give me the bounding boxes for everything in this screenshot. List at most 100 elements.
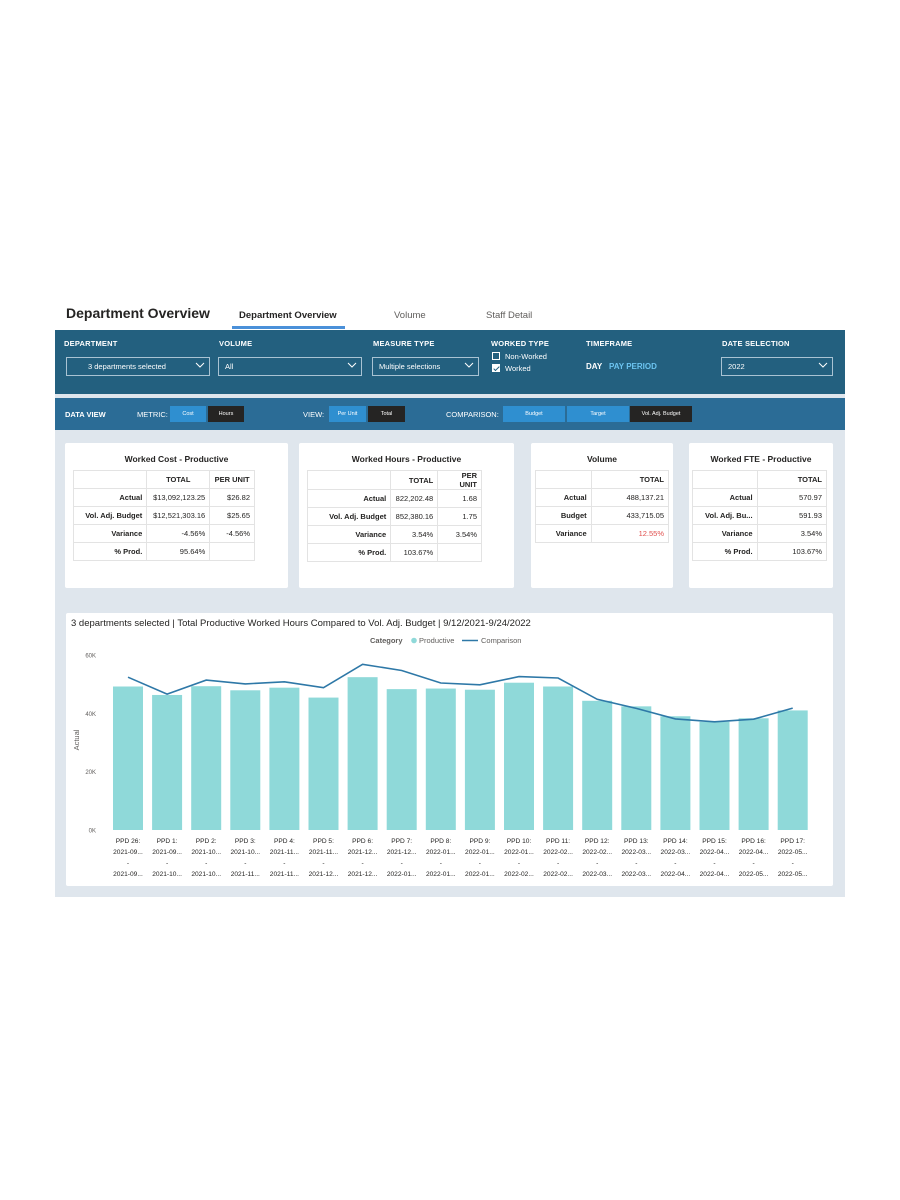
chart-title: 3 departments selected | Total Productiv… [71,618,531,629]
bar-productive[interactable] [308,697,339,830]
table-row: Variance 12.55% [535,524,670,543]
row-label: Vol. Adj. Budget [72,506,148,525]
bar-productive[interactable] [425,688,456,830]
x-tick-label: - [205,860,207,867]
table-cell: 3.54% [756,524,828,543]
x-tick-label: 2021-09... [152,849,182,856]
checkbox-checked-icon [492,364,500,372]
bar-productive[interactable] [269,687,300,830]
bar-productive[interactable] [347,677,378,830]
row-label: Actual [72,488,148,507]
x-tick-label: PPD 13: [624,838,649,845]
x-tick-label: 2022-04... [739,849,769,856]
non-worked-checkbox[interactable]: Non-Worked [492,352,547,361]
date-selection-dropdown[interactable]: 2022 [721,357,833,376]
legend-comparison-label[interactable]: Comparison [481,636,521,645]
measure-type-dropdown[interactable]: Multiple selections [372,357,479,376]
bar-productive[interactable] [777,710,808,830]
report-header: Department Overview Department Overview … [55,296,845,330]
table-cell: 95.64% [146,542,211,561]
x-tick-label: PPD 10: [507,838,532,845]
table-cell: 433,715.05 [590,506,670,525]
comparison-vol-adj-budget-button[interactable]: Vol. Adj. Budget [630,406,692,422]
row-label: Variance [306,525,392,544]
chevron-down-icon [464,362,474,368]
tab-staff-detail[interactable]: Staff Detail [486,310,533,321]
table-row: % Prod. 95.64% [72,542,255,561]
filter-bar: DEPARTMENT 3 departments selected VOLUME… [55,330,845,394]
timeframe-day-option[interactable]: DAY [586,362,603,371]
header-cell: TOTAL [146,470,211,489]
bar-productive[interactable] [152,694,183,830]
table-cell: -4.56% [209,524,255,543]
bar-productive[interactable] [504,682,534,830]
volume-dropdown[interactable]: All [218,357,362,376]
x-tick-label: 2022-04... [661,871,691,878]
legend-productive-label[interactable]: Productive [419,636,454,645]
bar-productive[interactable] [230,690,261,830]
view-total-button[interactable]: Total [368,406,405,422]
x-tick-label: - [440,860,442,867]
x-tick-label: 2022-02... [543,849,573,856]
metric-cost-button[interactable]: Cost [170,406,206,422]
tab-volume[interactable]: Volume [394,310,426,321]
bar-productive[interactable] [543,686,574,831]
x-tick-label: 2021-11... [270,849,299,856]
department-filter-label: DEPARTMENT [64,339,118,348]
x-tick-label: - [792,860,794,867]
chevron-down-icon [195,362,205,368]
x-tick-label: 2022-01... [387,871,417,878]
timeframe-pay-period-option[interactable]: PAY PERIOD [609,362,657,371]
x-tick-label: 2022-01... [465,849,495,856]
bar-productive[interactable] [386,689,417,830]
x-tick-label: PPD 3: [235,838,256,845]
hours-comparison-chart: Category Productive Comparison Actual 0K… [72,636,808,878]
bar-productive[interactable] [621,706,652,830]
x-tick-label: 2021-12... [387,849,417,856]
x-tick-label: PPD 4: [274,838,295,845]
x-tick-label: - [127,860,129,867]
data-view-bar: DATA VIEW METRIC: Cost Hours VIEW: Per U… [55,398,845,430]
bar-productive[interactable] [464,689,495,830]
bar-productive[interactable] [582,700,613,830]
x-tick-label: - [401,860,403,867]
table-row: Actual 488,137.21 [535,488,670,507]
chevron-down-icon [347,362,357,368]
table-row: Vol. Adj. Budget 852,380.16 1.75 [306,507,482,526]
table-row: Variance -4.56% -4.56% [72,524,255,543]
header-cell [692,470,758,489]
x-tick-label: - [713,860,715,867]
bar-productive[interactable] [699,721,730,830]
department-dropdown[interactable]: 3 departments selected [66,357,210,376]
bar-productive[interactable] [738,718,769,830]
worked-checkbox[interactable]: Worked [492,364,531,373]
x-tick-label: 2021-12... [348,849,378,856]
bar-productive[interactable] [191,686,222,830]
comparison-target-button[interactable]: Target [567,406,629,422]
x-tick-label: - [557,860,559,867]
row-label: Actual [535,488,592,507]
table-cell: -4.56% [146,524,211,543]
table-row: Actual $13,092,123.25 $26.82 [72,488,255,507]
chevron-down-icon [818,362,828,368]
x-tick-label: - [283,860,285,867]
tab-department-overview[interactable]: Department Overview [239,310,337,321]
row-label: Variance [72,524,148,543]
x-tick-label: - [635,860,637,867]
metric-hours-button[interactable]: Hours [208,406,244,422]
x-tick-label: PPD 5: [313,838,334,845]
worked-fte-table: TOTAL Actual 570.97 Vol. Adj. Bu... 591.… [692,470,828,561]
bar-productive[interactable] [113,686,143,831]
x-tick-label: 2021-11... [231,871,260,878]
bar-productive[interactable] [660,716,691,830]
x-tick-label: 2022-02... [543,871,573,878]
view-per-unit-button[interactable]: Per Unit [329,406,366,422]
worked-label: Worked [505,364,531,373]
x-tick-label: PPD 14: [663,838,688,845]
x-tick-label: - [166,860,168,867]
card-title: Worked FTE - Productive [710,454,812,464]
row-label: Vol. Adj. Budget [306,507,392,526]
table-cell: 1.75 [437,507,482,526]
x-tick-label: 2021-11... [309,849,338,856]
comparison-budget-button[interactable]: Budget [503,406,565,422]
